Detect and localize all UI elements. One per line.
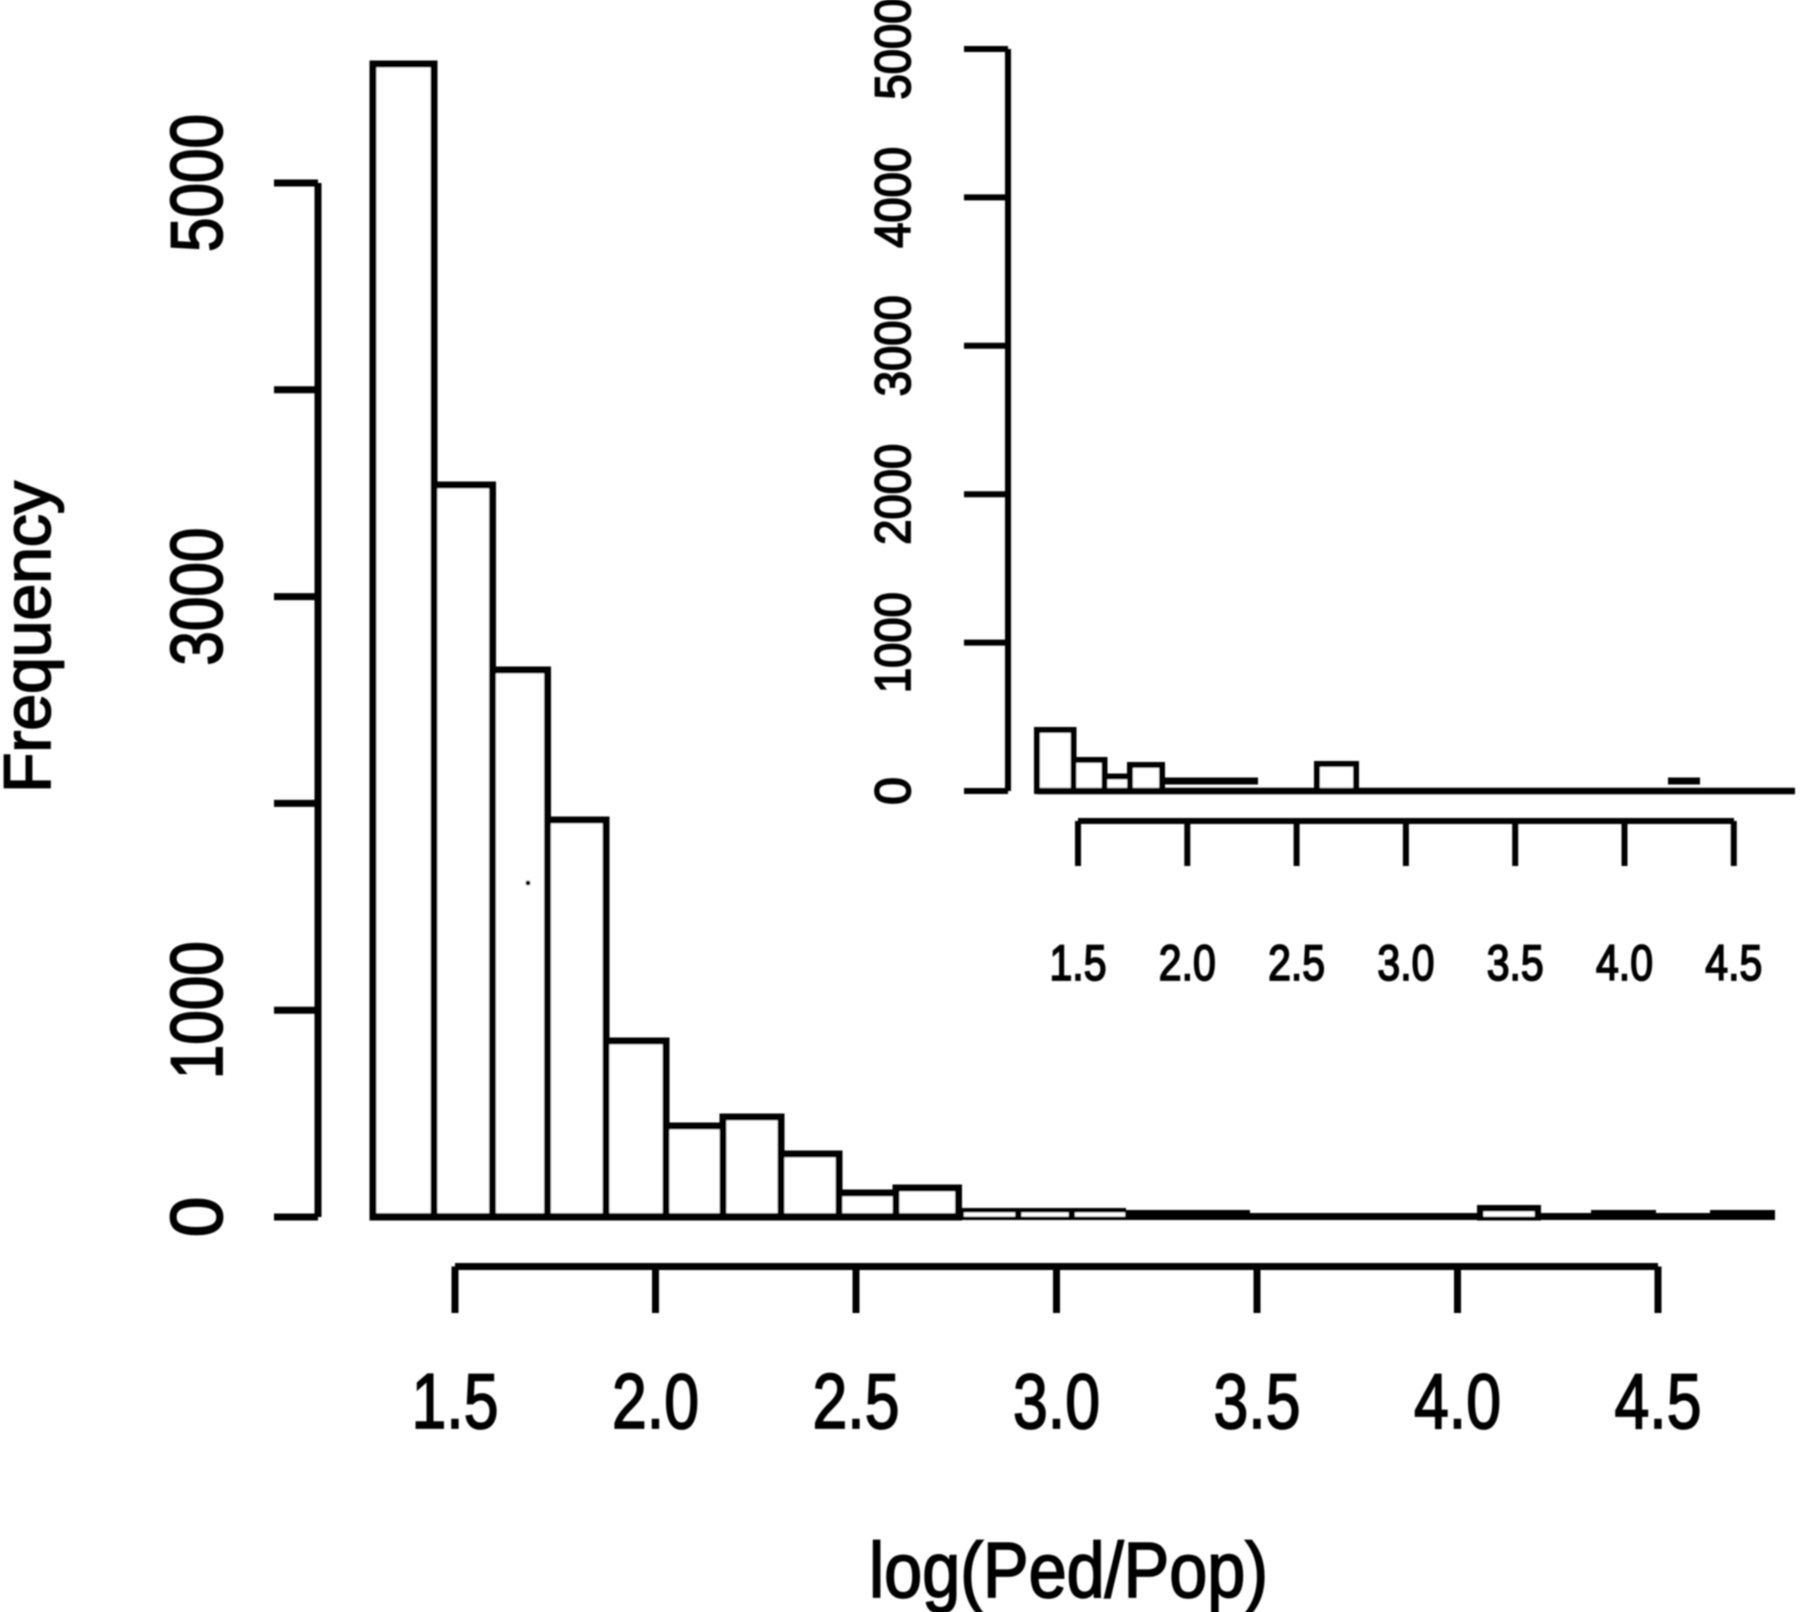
svg-text:4000: 4000 [865, 147, 921, 248]
svg-text:4.5: 4.5 [1615, 1357, 1702, 1445]
svg-text:2.5: 2.5 [1268, 935, 1325, 991]
svg-text:Frequency: Frequency [0, 481, 64, 793]
svg-text:1000: 1000 [865, 592, 921, 693]
svg-text:2.5: 2.5 [813, 1357, 900, 1445]
svg-text:1.5: 1.5 [1050, 935, 1107, 991]
svg-text:3.5: 3.5 [1487, 935, 1544, 991]
svg-text:0: 0 [157, 1197, 238, 1238]
svg-text:3000: 3000 [865, 295, 921, 396]
svg-text:4.5: 4.5 [1705, 935, 1762, 991]
svg-text:3.5: 3.5 [1214, 1357, 1301, 1445]
svg-text:log(Ped/Pop): log(Ped/Pop) [869, 1526, 1268, 1612]
svg-text:4.0: 4.0 [1596, 935, 1653, 991]
svg-text:4.0: 4.0 [1414, 1357, 1501, 1445]
svg-text:2.0: 2.0 [1159, 935, 1216, 991]
svg-text:1.5: 1.5 [412, 1357, 499, 1445]
svg-text:2000: 2000 [865, 444, 921, 545]
svg-text:0: 0 [865, 777, 921, 805]
svg-text:5000: 5000 [865, 0, 921, 100]
svg-text:3000: 3000 [157, 528, 238, 666]
svg-text:3.0: 3.0 [1377, 935, 1434, 991]
svg-text:2.0: 2.0 [612, 1357, 699, 1445]
svg-text:1000: 1000 [157, 941, 238, 1079]
svg-text:3.0: 3.0 [1013, 1357, 1100, 1445]
svg-text:5000: 5000 [157, 114, 238, 252]
